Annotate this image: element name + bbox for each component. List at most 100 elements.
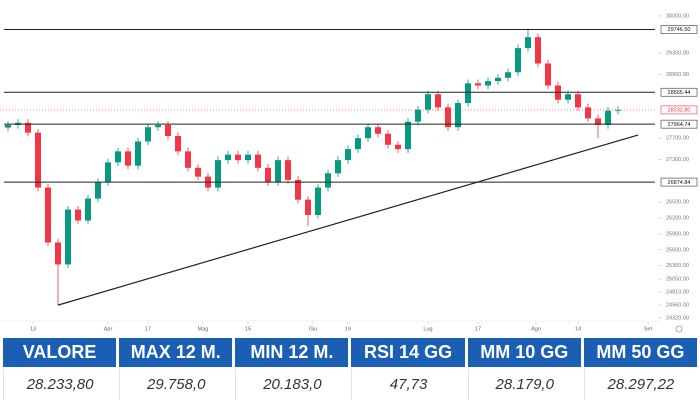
- candle-body: [235, 154, 241, 161]
- x-tick-label: 17: [145, 326, 151, 332]
- candle-body: [345, 149, 351, 161]
- candle-body: [75, 209, 81, 221]
- candle-body: [85, 198, 91, 221]
- candle-body: [45, 187, 51, 243]
- y-tick-label: 24560.00: [666, 303, 689, 309]
- candle-body: [365, 127, 371, 139]
- candle-body: [605, 110, 611, 125]
- candle-body: [275, 160, 281, 183]
- level-label: 27964.74: [668, 122, 691, 128]
- candle-body: [35, 132, 41, 188]
- candle-body: [515, 48, 521, 73]
- candle-body: [265, 167, 271, 183]
- x-tick-label: Ago: [531, 326, 541, 332]
- candle-body: [65, 209, 71, 265]
- candle-body: [295, 179, 301, 200]
- y-tick-label: 30000.00: [666, 13, 689, 19]
- candle-body: [245, 154, 251, 161]
- candle-body: [25, 122, 31, 133]
- candle-body: [585, 107, 591, 119]
- x-tick-label: 15: [245, 326, 251, 332]
- candle-body: [215, 160, 221, 188]
- last-price-box: [660, 105, 698, 115]
- x-tick-label: 17: [475, 326, 481, 332]
- table-header: MAX 12 M.: [119, 338, 233, 367]
- y-tick-label: 27700.00: [666, 136, 689, 142]
- candle-body: [445, 107, 451, 128]
- candle-body: [135, 141, 141, 166]
- table-value: 28.179,0: [467, 369, 581, 400]
- x-tick-label: 13: [30, 326, 36, 332]
- candle-body: [495, 77, 501, 82]
- candle-body: [155, 124, 161, 128]
- candle-body: [55, 242, 61, 265]
- y-tick-label: 25900.00: [666, 231, 689, 237]
- candle-body: [325, 173, 331, 188]
- table-value: 28.297,22: [583, 369, 697, 400]
- candle-body: [145, 127, 151, 142]
- table-header: MIN 12 M.: [235, 338, 349, 367]
- last-price-label: 28232.80: [668, 108, 691, 114]
- table-value: 28.233,80: [3, 369, 116, 400]
- x-tick-label: Lug: [423, 326, 432, 332]
- candle-body: [595, 118, 601, 125]
- candle-body: [5, 124, 11, 128]
- y-tick-label: 28900.00: [666, 72, 689, 78]
- candle-body: [305, 199, 311, 216]
- candle-body: [185, 151, 191, 168]
- settings-icon[interactable]: [675, 325, 683, 333]
- y-tick-label: 24810.00: [666, 289, 689, 295]
- candle-body: [415, 109, 421, 122]
- table-value: 20.183,0: [235, 369, 348, 400]
- level-label: 26874.84: [668, 180, 691, 186]
- candle-body: [165, 124, 171, 136]
- candle-body: [525, 37, 531, 49]
- candle-body: [535, 37, 541, 64]
- candle-body: [615, 109, 621, 111]
- candle-body: [375, 127, 381, 134]
- table-value: 47,73: [351, 369, 464, 400]
- x-tick-label: Apr: [104, 326, 113, 332]
- candle-body: [475, 83, 481, 86]
- x-tick-label: Set: [644, 326, 653, 332]
- y-tick-label: 29300.00: [666, 51, 689, 57]
- level-box: [660, 177, 698, 187]
- x-tick-label: Giu: [309, 326, 318, 332]
- candle-body: [465, 83, 471, 104]
- candle-body: [505, 72, 511, 78]
- y-tick-label: 25600.00: [666, 247, 689, 253]
- candle-body: [255, 154, 261, 168]
- level-box: [660, 87, 698, 97]
- candle-body: [575, 94, 581, 108]
- x-tick-label: Mag: [198, 326, 209, 332]
- candle-body: [355, 138, 361, 150]
- candle-body: [455, 103, 461, 128]
- candle-body: [435, 94, 441, 108]
- candle-body: [545, 63, 551, 86]
- y-tick-label: 24320.00: [666, 315, 689, 321]
- level-label: 29746.50: [668, 27, 691, 33]
- candle-body: [335, 160, 341, 174]
- candle-body: [95, 182, 101, 199]
- candle-body: [425, 94, 431, 110]
- x-tick-label: 14: [575, 326, 581, 332]
- chart: 30000.00 29300.00 28900.00 27700.00 27300.00…: [0, 13, 698, 333]
- stats-table: VALORE MAX 12 M. MIN 12 M. RSI 14 GG MM 10 G…: [3, 338, 697, 400]
- candle-body: [125, 151, 131, 166]
- x-tick-label: 19: [345, 326, 351, 332]
- candle-body: [385, 133, 391, 145]
- candle-body: [285, 160, 291, 180]
- table-header: MM 10 GG: [467, 338, 581, 367]
- level-label: 28565.44: [668, 90, 691, 96]
- candle-body: [105, 162, 111, 183]
- candle-body: [485, 81, 491, 86]
- y-tick-label: 25300.00: [666, 263, 689, 269]
- table-value: 29.758,0: [119, 369, 232, 400]
- candle-body: [115, 151, 121, 163]
- level-box: [660, 119, 698, 129]
- candle-body: [405, 121, 411, 150]
- table-header: VALORE: [3, 338, 117, 367]
- candle-body: [175, 135, 181, 152]
- candle-body: [225, 154, 231, 161]
